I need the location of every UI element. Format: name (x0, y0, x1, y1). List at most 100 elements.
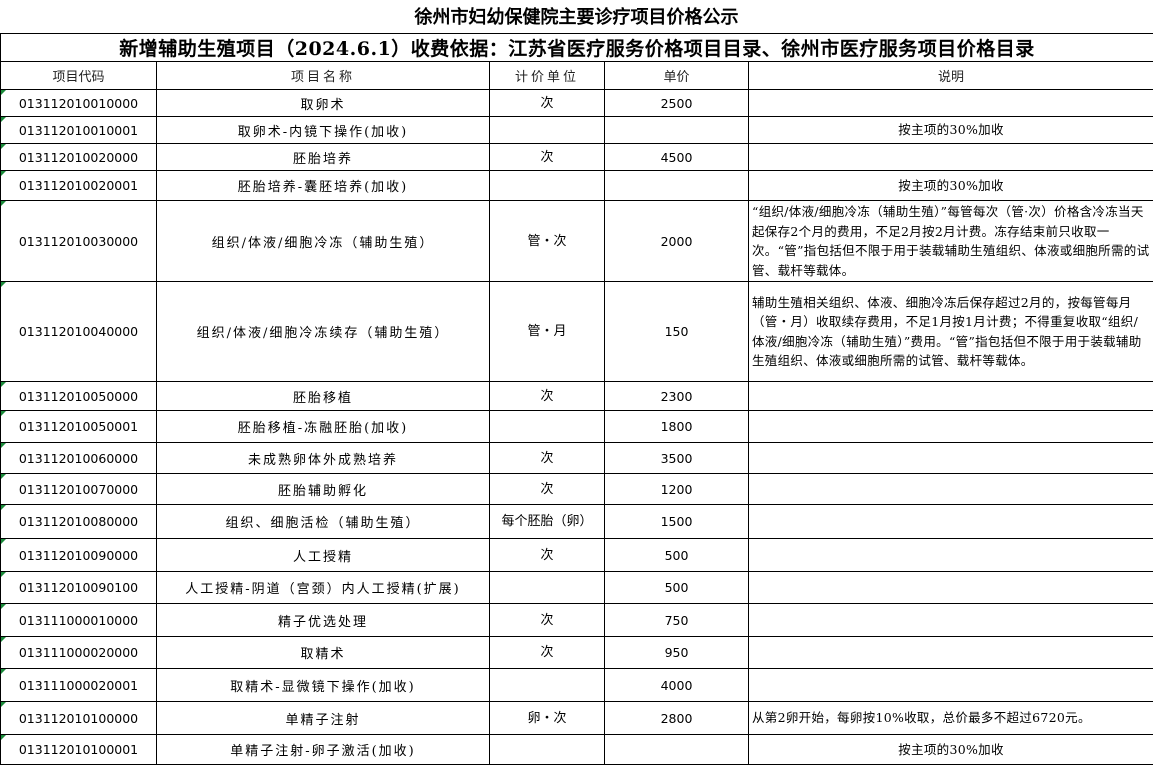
table-row: 013111000020001 取精术-显微镜下操作(加收) 4000 (0, 668, 1153, 702)
code-cell: 013112010020001 (0, 170, 157, 201)
code-cell: 013112010090100 (0, 571, 157, 604)
table-row: 013112010010000 取卵术次 2500 (0, 89, 1153, 117)
code-cell: 013112010100000 (0, 701, 157, 735)
header-code: 项目代码 (0, 61, 157, 90)
name-cell: 组织、细胞活检（辅助生殖） (156, 504, 490, 539)
note-cell (747, 603, 1153, 637)
name-cell: 取精术-显微镜下操作(加收) (156, 668, 490, 702)
price-cell (604, 734, 749, 765)
price-cell: 3500 (604, 442, 749, 474)
price-cell (604, 116, 749, 144)
code-cell: 013112010010001 (0, 116, 157, 144)
table-row: 013112010090000 人工授精次 500 (0, 538, 1153, 572)
unit-cell (489, 170, 605, 201)
unit-cell: 次 (489, 473, 605, 505)
code-cell: 013112010010000 (0, 89, 157, 117)
unit-cell: 卵・次 (489, 701, 605, 735)
name-cell: 人工授精 (156, 538, 490, 572)
price-cell: 500 (604, 538, 749, 572)
name-cell: 胚胎培养 (156, 143, 490, 171)
table-row: 013112010020000 胚胎培养次 4500 (0, 143, 1153, 171)
table-row: 013112010050001 胚胎移植-冻融胚胎(加收) 1800 (0, 410, 1153, 443)
name-cell: 胚胎培养-囊胚培养(加收) (156, 170, 490, 201)
table-row: 013112010050000 胚胎移植次 2300 (0, 381, 1153, 411)
note-cell (747, 89, 1153, 117)
name-cell: 胚胎移植-冻融胚胎(加收) (156, 410, 490, 443)
name-cell: 胚胎辅助孵化 (156, 473, 490, 505)
code-cell: 013112010040000 (0, 281, 157, 382)
price-cell: 950 (604, 636, 749, 669)
code-cell: 013111000020000 (0, 636, 157, 669)
note-cell (747, 571, 1153, 604)
page-title: 徐州市妇幼保健院主要诊疗项目价格公示 (414, 7, 739, 28)
code-cell: 013112010020000 (0, 143, 157, 171)
note-cell: 从第2卵开始，每卵按10%收取，总价最多不超过6720元。 (747, 701, 1153, 735)
table-row: 013112010100001 单精子注射-卵子激活(加收) 按主项的30%加收 (0, 734, 1153, 765)
name-cell: 组织/体液/细胞冷冻（辅助生殖） (156, 200, 490, 282)
note-cell (747, 504, 1153, 539)
name-cell: 组织/体液/细胞冷冻续存（辅助生殖） (156, 281, 490, 382)
unit-cell (489, 668, 605, 702)
unit-cell: 次 (489, 143, 605, 171)
unit-cell: 次 (489, 89, 605, 117)
price-table: 新增辅助生殖项目（2024.6.1）收费依据：江苏省医疗服务价格项目目录、徐州市… (0, 33, 1153, 765)
code-cell: 013112010060000 (0, 442, 157, 474)
price-cell: 1200 (604, 473, 749, 505)
code-cell: 013112010100001 (0, 734, 157, 765)
unit-cell (489, 734, 605, 765)
name-cell: 取卵术-内镜下操作(加收) (156, 116, 490, 144)
name-cell: 单精子注射 (156, 701, 490, 735)
table-row: 013112010030000 组织/体液/细胞冷冻（辅助生殖） 管・次 2000 “组… (0, 200, 1153, 282)
code-cell: 013112010050000 (0, 381, 157, 411)
header-note: 说明 (747, 61, 1153, 90)
price-cell: 1800 (604, 410, 749, 443)
code-cell: 013111000020001 (0, 668, 157, 702)
price-cell: 500 (604, 571, 749, 604)
price-cell (604, 170, 749, 201)
note-cell (747, 442, 1153, 474)
table-row: 013111000020000 取精术次 950 (0, 636, 1153, 669)
unit-cell: 次 (489, 442, 605, 474)
name-cell: 单精子注射-卵子激活(加收) (156, 734, 490, 765)
table-row: 013112010020001 胚胎培养-囊胚培养(加收) 按主项的30%加收 (0, 170, 1153, 201)
note-cell (747, 636, 1153, 669)
code-cell: 013112010080000 (0, 504, 157, 539)
table-row: 013112010040000 组织/体液/细胞冷冻续存（辅助生殖） 管・月 150 辅… (0, 281, 1153, 382)
table-row: 013112010100000 单精子注射 卵・次 2800 从第2卵开始，每卵按10%… (0, 701, 1153, 735)
note-cell: 辅助生殖相关组织、体液、细胞冷冻后保存超过2月的，按每管每月（管・月）收取续存费… (747, 281, 1153, 382)
unit-cell: 次 (489, 603, 605, 637)
unit-cell (489, 571, 605, 604)
name-cell: 取卵术 (156, 89, 490, 117)
price-cell: 2800 (604, 701, 749, 735)
name-cell: 胚胎移植 (156, 381, 490, 411)
header-row: 项目代码 项目名称 计价单位 单价 说明 (0, 61, 1153, 90)
code-cell: 013112010070000 (0, 473, 157, 505)
unit-cell: 每个胚胎（卵） (489, 504, 605, 539)
note-cell (747, 538, 1153, 572)
note-cell: 按主项的30%加收 (747, 170, 1153, 201)
note-cell: 按主项的30%加收 (747, 734, 1153, 765)
unit-cell: 次 (489, 636, 605, 669)
name-cell: 取精术 (156, 636, 490, 669)
table-row: 013112010060000 未成熟卵体外成熟培养次 3500 (0, 442, 1153, 474)
price-cell: 2000 (604, 200, 749, 282)
code-cell: 013111000010000 (0, 603, 157, 637)
note-cell (747, 668, 1153, 702)
code-cell: 013112010030000 (0, 200, 157, 282)
price-cell: 2300 (604, 381, 749, 411)
note-cell (747, 410, 1153, 443)
note-cell (747, 473, 1153, 505)
table-row: 013112010090100 人工授精-阴道（宫颈）内人工授精(扩展) 500 (0, 571, 1153, 604)
unit-cell: 次 (489, 381, 605, 411)
unit-cell: 管・月 (489, 281, 605, 382)
unit-cell: 次 (489, 538, 605, 572)
price-cell: 1500 (604, 504, 749, 539)
note-cell (747, 381, 1153, 411)
note-cell (747, 143, 1153, 171)
unit-cell: 管・次 (489, 200, 605, 282)
note-cell: “组织/体液/细胞冷冻（辅助生殖）”每管每次（管·次）价格含冷冻当天起保存2个月… (747, 200, 1153, 282)
table-row: 013112010010001 取卵术-内镜下操作(加收) 按主项的30%加收 (0, 116, 1153, 144)
unit-cell (489, 116, 605, 144)
price-cell: 150 (604, 281, 749, 382)
price-cell: 750 (604, 603, 749, 637)
